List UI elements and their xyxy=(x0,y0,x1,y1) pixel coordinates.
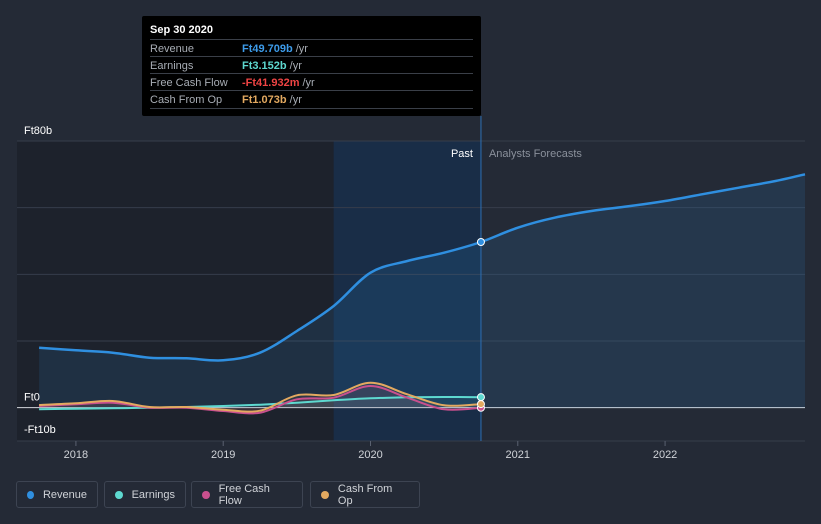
x-tick-label: 2021 xyxy=(506,449,530,461)
tooltip-row-fcf: Free Cash Flow -Ft41.932m/yr xyxy=(150,73,473,91)
earnings-dot-icon xyxy=(115,490,123,499)
y-tick-label: -Ft10b xyxy=(24,424,56,436)
tooltip-unit: /yr xyxy=(302,77,315,89)
fcf-area xyxy=(39,386,481,414)
x-tick-label: 2018 xyxy=(64,449,88,461)
tooltip-label: Free Cash Flow xyxy=(150,77,228,89)
revenue-line xyxy=(39,173,806,362)
tooltip-value: Ft1.073b xyxy=(242,94,287,106)
x-tick-label: 2022 xyxy=(653,449,677,461)
cfo-area xyxy=(39,382,481,412)
tooltip-label: Earnings xyxy=(150,60,194,72)
tooltip-row-revenue: Revenue Ft49.709b/yr xyxy=(150,39,473,57)
tooltip-value: -Ft41.932m xyxy=(242,77,300,89)
tooltip-value: Ft49.709b xyxy=(242,43,293,55)
revenue-area xyxy=(39,174,806,408)
legend-label: Revenue xyxy=(42,488,87,501)
legend-item-free-cash-flow[interactable]: Free Cash Flow xyxy=(191,481,303,508)
cfo-dot-icon xyxy=(321,490,329,499)
revenue-point xyxy=(476,238,485,246)
tooltip-unit: /yr xyxy=(289,94,302,106)
revenue-dot-icon xyxy=(27,490,34,499)
cfo-line xyxy=(39,381,482,413)
x-tick-label: 2019 xyxy=(211,449,235,461)
fcf-dot-icon xyxy=(202,490,210,499)
tooltip-date: Sep 30 2020 xyxy=(150,24,213,36)
x-tick-label: 2020 xyxy=(358,449,382,461)
earnings-area xyxy=(39,397,481,410)
legend-label: Cash From Op xyxy=(337,482,393,507)
legend-item-cash-from-op[interactable]: Cash From Op xyxy=(310,481,420,508)
tooltip-value: Ft3.152b xyxy=(242,60,287,72)
legend-item-revenue[interactable]: Revenue xyxy=(16,481,98,508)
tooltip-row-earnings: Earnings Ft3.152b/yr xyxy=(150,56,473,74)
earnings-point xyxy=(476,393,485,402)
fcf-line xyxy=(39,385,482,415)
tooltip-unit: /yr xyxy=(295,43,308,55)
past-label: Past xyxy=(451,148,473,160)
y-tick-label: Ft0 xyxy=(24,392,40,404)
tooltip-label: Cash From Op xyxy=(150,94,223,106)
y-tick-label: Ft80b xyxy=(24,125,52,137)
legend-label: Earnings xyxy=(131,488,175,501)
tooltip-row-cfo: Cash From Op Ft1.073b/yr xyxy=(150,90,473,109)
tooltip-label: Revenue xyxy=(150,43,195,55)
tooltip-unit: /yr xyxy=(289,60,302,72)
legend-item-earnings[interactable]: Earnings xyxy=(104,481,186,508)
legend-label: Free Cash Flow xyxy=(218,482,270,507)
forecast-label: Analysts Forecasts xyxy=(489,148,582,160)
highlight-region xyxy=(333,141,481,441)
cfo-point xyxy=(476,400,485,409)
tooltip: Sep 30 2020 Revenue Ft49.709b/yr Earning… xyxy=(142,16,481,116)
